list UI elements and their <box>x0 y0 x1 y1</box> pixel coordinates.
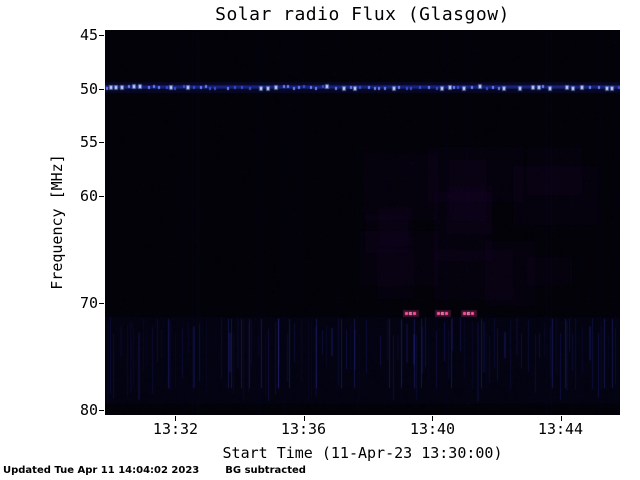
bg-subtracted-note: BG subtracted <box>225 465 306 476</box>
y-tick-50: 50 <box>79 80 98 98</box>
x-tick-1336: 13:36 <box>280 420 327 438</box>
y-axis-label: Frequency [MHz] <box>48 154 66 290</box>
x-axis-tick <box>432 416 433 421</box>
y-tick-80: 80 <box>79 401 98 419</box>
x-axis-label: Start Time (11-Apr-23 13:30:00) <box>222 444 503 462</box>
y-axis-tick <box>99 303 104 304</box>
footer: Updated Tue Apr 11 14:04:02 2023 BG subtr… <box>3 465 306 476</box>
x-axis-tick <box>303 416 305 421</box>
y-axis-tick <box>99 410 104 411</box>
y-axis-tick <box>99 89 104 90</box>
x-tick-1332: 13:32 <box>152 420 199 438</box>
chart-title: Solar radio Flux (Glasgow) <box>215 4 510 25</box>
x-axis-tick <box>560 416 562 421</box>
x-tick-1340: 13:40 <box>409 420 456 438</box>
x-axis-tick <box>175 416 176 421</box>
y-tick-55: 55 <box>79 133 98 151</box>
updated-timestamp: Updated Tue Apr 11 14:04:02 2023 <box>3 465 200 476</box>
spectrogram-plot-area <box>105 30 620 415</box>
y-tick-45: 45 <box>79 26 98 44</box>
y-tick-60: 60 <box>79 187 98 205</box>
y-tick-70: 70 <box>79 294 98 312</box>
y-axis-tick <box>99 142 104 143</box>
y-axis-tick <box>99 196 104 197</box>
y-axis-tick <box>99 35 104 36</box>
x-tick-1344: 13:44 <box>537 420 584 438</box>
